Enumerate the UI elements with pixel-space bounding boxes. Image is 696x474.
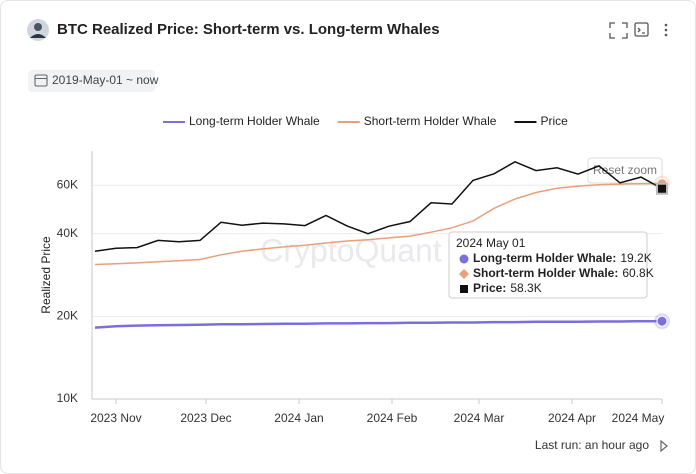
tooltip-marker [459,254,469,264]
hover-marker [656,182,668,195]
console-icon-glyph [637,27,645,34]
series-line [94,160,663,253]
watermark: CryptoQuant [260,232,442,268]
calendar-icon [34,74,48,87]
y-tick-label: 10K [57,391,78,405]
y-tick-label: 20K [57,309,78,323]
x-tick-label: 2024 Feb [367,411,418,425]
tooltip-item-label: Long-term Holder Whale: [473,251,616,265]
fullscreen-icon[interactable] [609,22,628,39]
legend-label: Price [540,114,568,128]
hover-marker [656,315,668,327]
legend-label: Short-term Holder Whale [364,114,497,128]
console-icon[interactable] [634,22,649,37]
date-chip[interactable] [28,70,155,92]
tooltip-item: Long-term Holder Whale: 19.2K [473,251,652,265]
y-axis-label: Realized Price [39,236,53,314]
y-tick-label: 40K [57,226,78,240]
run-icon[interactable] [660,439,668,453]
tooltip-item-value: 58.3K [510,281,541,295]
tooltip-item-value: 60.8K [622,266,653,280]
x-tick-label: 2023 Nov [90,411,141,425]
date-range: 2019-May-01 ~ now [52,73,159,87]
legend-label: Long-term Holder Whale [189,114,320,128]
y-tick-label: 60K [57,177,78,191]
series-line [94,182,662,266]
more-icon[interactable] [664,23,668,37]
avatar-head [34,23,42,31]
tooltip-item-label: Short-term Holder Whale: [473,266,618,280]
reset-zoom-label: Reset zoom [593,163,657,177]
tooltip-box [448,231,648,299]
tooltip-item: Price: 58.3K [473,281,542,295]
tooltip-item: Short-term Holder Whale: 60.8K [473,266,654,280]
x-tick-label: 2023 Dec [180,411,231,425]
x-tick-label: 2024 Jan [274,411,323,425]
tooltip-marker [460,285,468,293]
avatar-body [30,34,46,38]
x-tick-label: 2024 Mar [454,411,505,425]
tooltip-marker [459,269,469,279]
tooltip-item-label: Price: [473,281,506,295]
chart-title: BTC Realized Price: Short-term vs. Long-… [57,21,440,38]
x-tick-label: 2024 Apr [548,411,596,425]
header-icons[interactable] [609,22,649,39]
x-tick-label: 2024 May [612,411,665,425]
series-line [94,319,662,329]
last-run: Last run: an hour ago [535,438,649,452]
tooltip-item-value: 19.2K [620,251,651,265]
tooltip-date: 2024 May 01 [456,236,526,250]
